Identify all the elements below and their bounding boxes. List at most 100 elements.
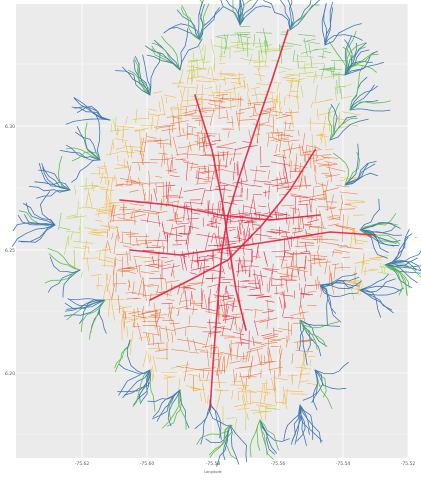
- peripheral-road: [359, 213, 397, 231]
- street-segment: [298, 267, 300, 275]
- street-segment: [205, 232, 210, 251]
- street-segment: [130, 212, 133, 221]
- peripheral-road: [25, 202, 56, 226]
- street-segment: [201, 137, 206, 155]
- street-segment: [277, 181, 289, 185]
- street-segment: [244, 42, 265, 45]
- street-segment: [113, 174, 116, 182]
- street-segment: [110, 204, 115, 223]
- street-segment: [213, 250, 215, 270]
- street-segment: [271, 250, 290, 253]
- street-segment: [200, 392, 202, 402]
- street-segment: [132, 281, 135, 295]
- street-segment: [123, 158, 126, 169]
- street-segment: [258, 406, 263, 422]
- street-segment: [66, 214, 77, 218]
- street-segment: [126, 160, 130, 172]
- peripheral-road: [65, 118, 111, 125]
- street-segment: [233, 331, 245, 336]
- street-segment: [112, 213, 122, 216]
- peripheral-road: [229, 424, 247, 463]
- arterial-road: [129, 231, 376, 256]
- street-segment: [287, 375, 298, 377]
- street-segment: [290, 253, 311, 255]
- street-segment: [242, 79, 246, 88]
- street-segment: [242, 204, 244, 223]
- peripheral-road: [313, 369, 318, 411]
- street-segment: [301, 292, 314, 296]
- street-segment: [238, 106, 255, 111]
- peripheral-road: [324, 23, 362, 46]
- street-segment: [320, 125, 325, 144]
- street-segment: [298, 306, 301, 317]
- street-segment: [110, 204, 114, 217]
- street-segment: [245, 377, 247, 389]
- street-segment: [218, 390, 222, 401]
- peripheral-road: [176, 9, 201, 41]
- street-segment: [191, 59, 193, 80]
- street-segment: [292, 227, 303, 230]
- street-segment: [259, 384, 264, 405]
- street-segment: [216, 146, 233, 149]
- street-segment: [154, 139, 169, 142]
- street-segment: [273, 377, 288, 381]
- peripheral-road: [299, 404, 314, 441]
- street-segment: [211, 90, 217, 109]
- street-segment: [251, 213, 254, 231]
- street-segment: [249, 361, 252, 380]
- street-segment: [352, 227, 357, 243]
- street-segment: [59, 227, 71, 230]
- street-segment: [158, 308, 161, 320]
- street-segment: [252, 224, 260, 226]
- street-segment: [207, 394, 209, 405]
- street-segment: [286, 388, 288, 403]
- peripheral-road: [384, 264, 403, 296]
- street-segment: [187, 226, 191, 245]
- street-segment: [150, 194, 152, 210]
- street-segment: [106, 275, 112, 292]
- street-segment: [315, 155, 318, 163]
- street-segment: [286, 74, 300, 76]
- x-tick-label: -75.58: [206, 461, 221, 467]
- peripheral-road: [118, 363, 151, 375]
- street-segment: [263, 361, 277, 364]
- street-segment: [268, 277, 271, 293]
- street-segment: [243, 228, 246, 241]
- street-segment: [290, 376, 293, 385]
- street-segment: [258, 38, 263, 54]
- street-segment: [229, 158, 232, 165]
- street-segment: [262, 212, 271, 215]
- street-segment: [156, 263, 171, 268]
- street-segment: [283, 122, 294, 125]
- street-segment: [259, 360, 274, 364]
- street-segment: [164, 260, 174, 263]
- street-segment: [138, 163, 141, 171]
- street-segment: [272, 278, 282, 281]
- street-segment: [313, 48, 328, 50]
- street-segment: [234, 32, 251, 34]
- street-segment: [255, 295, 272, 299]
- street-segment: [210, 352, 223, 355]
- street-segment: [186, 241, 190, 258]
- street-segment: [186, 75, 204, 80]
- peripheral-road: [384, 257, 418, 267]
- street-segment: [117, 295, 121, 314]
- street-segment: [176, 222, 190, 225]
- street-segment: [110, 128, 130, 132]
- street-segment: [147, 353, 150, 364]
- street-segment: [291, 353, 294, 364]
- street-segment: [273, 153, 281, 156]
- peripheral-road: [38, 169, 71, 191]
- street-segment: [280, 259, 288, 261]
- street-segment: [129, 203, 145, 206]
- street-segment: [209, 319, 211, 338]
- street-segment: [253, 180, 272, 183]
- peripheral-road: [384, 264, 421, 272]
- street-segment: [253, 134, 261, 136]
- street-segment: [288, 143, 293, 159]
- street-segment: [271, 211, 290, 216]
- street-segment: [275, 401, 287, 404]
- right-edge-label: —: [414, 235, 418, 239]
- peripheral-road: [196, 424, 231, 445]
- peripheral-road: [384, 264, 410, 289]
